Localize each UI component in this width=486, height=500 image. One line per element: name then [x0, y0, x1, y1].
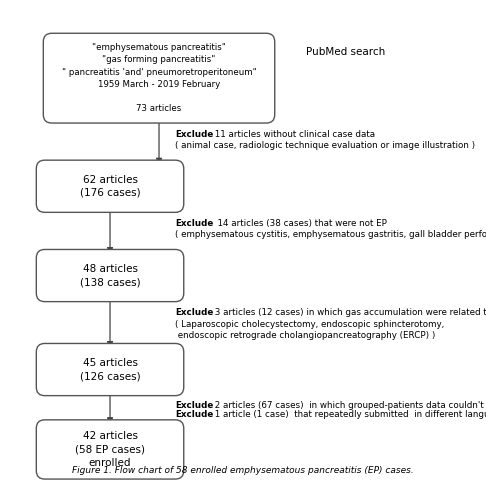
Text: 45 articles
(126 cases): 45 articles (126 cases): [80, 358, 140, 381]
Text: PubMed search: PubMed search: [306, 48, 385, 58]
Text: 42 articles
(58 EP cases)
enrolled: 42 articles (58 EP cases) enrolled: [75, 431, 145, 468]
Text: 14 articles (38 cases) that were not EP: 14 articles (38 cases) that were not EP: [212, 219, 387, 228]
Text: Figure 1. Flow chart of 58 enrolled emphysematous pancreatitis (EP) cases.: Figure 1. Flow chart of 58 enrolled emph…: [72, 466, 414, 475]
FancyBboxPatch shape: [43, 34, 275, 123]
FancyBboxPatch shape: [36, 344, 184, 396]
FancyBboxPatch shape: [36, 420, 184, 479]
Text: 48 articles
(138 cases): 48 articles (138 cases): [80, 264, 140, 287]
Text: Exclude: Exclude: [175, 410, 214, 420]
Text: ( emphysematous cystitis, emphysematous gastritis, gall bladder perforation): ( emphysematous cystitis, emphysematous …: [175, 230, 486, 239]
Text: 2 articles (67 cases)  in which grouped-patients data couldn't be recorded: 2 articles (67 cases) in which grouped-p…: [212, 401, 486, 410]
Text: Exclude: Exclude: [175, 308, 214, 318]
Text: Exclude: Exclude: [175, 130, 214, 139]
Text: 3 articles (12 cases) in which gas accumulation were related to procedures: 3 articles (12 cases) in which gas accum…: [212, 308, 486, 318]
Text: Exclude: Exclude: [175, 401, 214, 410]
Text: 11 articles without clinical case data: 11 articles without clinical case data: [212, 130, 375, 139]
Text: ( Laparoscopic cholecystectomy, endoscopic sphincterotomy,: ( Laparoscopic cholecystectomy, endoscop…: [175, 320, 445, 328]
FancyBboxPatch shape: [36, 160, 184, 212]
Text: endoscopic retrograde cholangiopancreatography (ERCP) ): endoscopic retrograde cholangiopancreato…: [175, 330, 436, 340]
Text: Exclude: Exclude: [175, 219, 214, 228]
FancyBboxPatch shape: [36, 250, 184, 302]
Text: "emphysematous pancreatitis"
"gas forming pancreatitis"
" pancreatitis 'and' pne: "emphysematous pancreatitis" "gas formin…: [62, 44, 257, 113]
Text: ( animal case, radiologic technique evaluation or image illustration ): ( animal case, radiologic technique eval…: [175, 141, 475, 150]
Text: 62 articles
(176 cases): 62 articles (176 cases): [80, 174, 140, 198]
Text: 1 article (1 case)  that repeatedly submitted  in different language: 1 article (1 case) that repeatedly submi…: [212, 410, 486, 420]
